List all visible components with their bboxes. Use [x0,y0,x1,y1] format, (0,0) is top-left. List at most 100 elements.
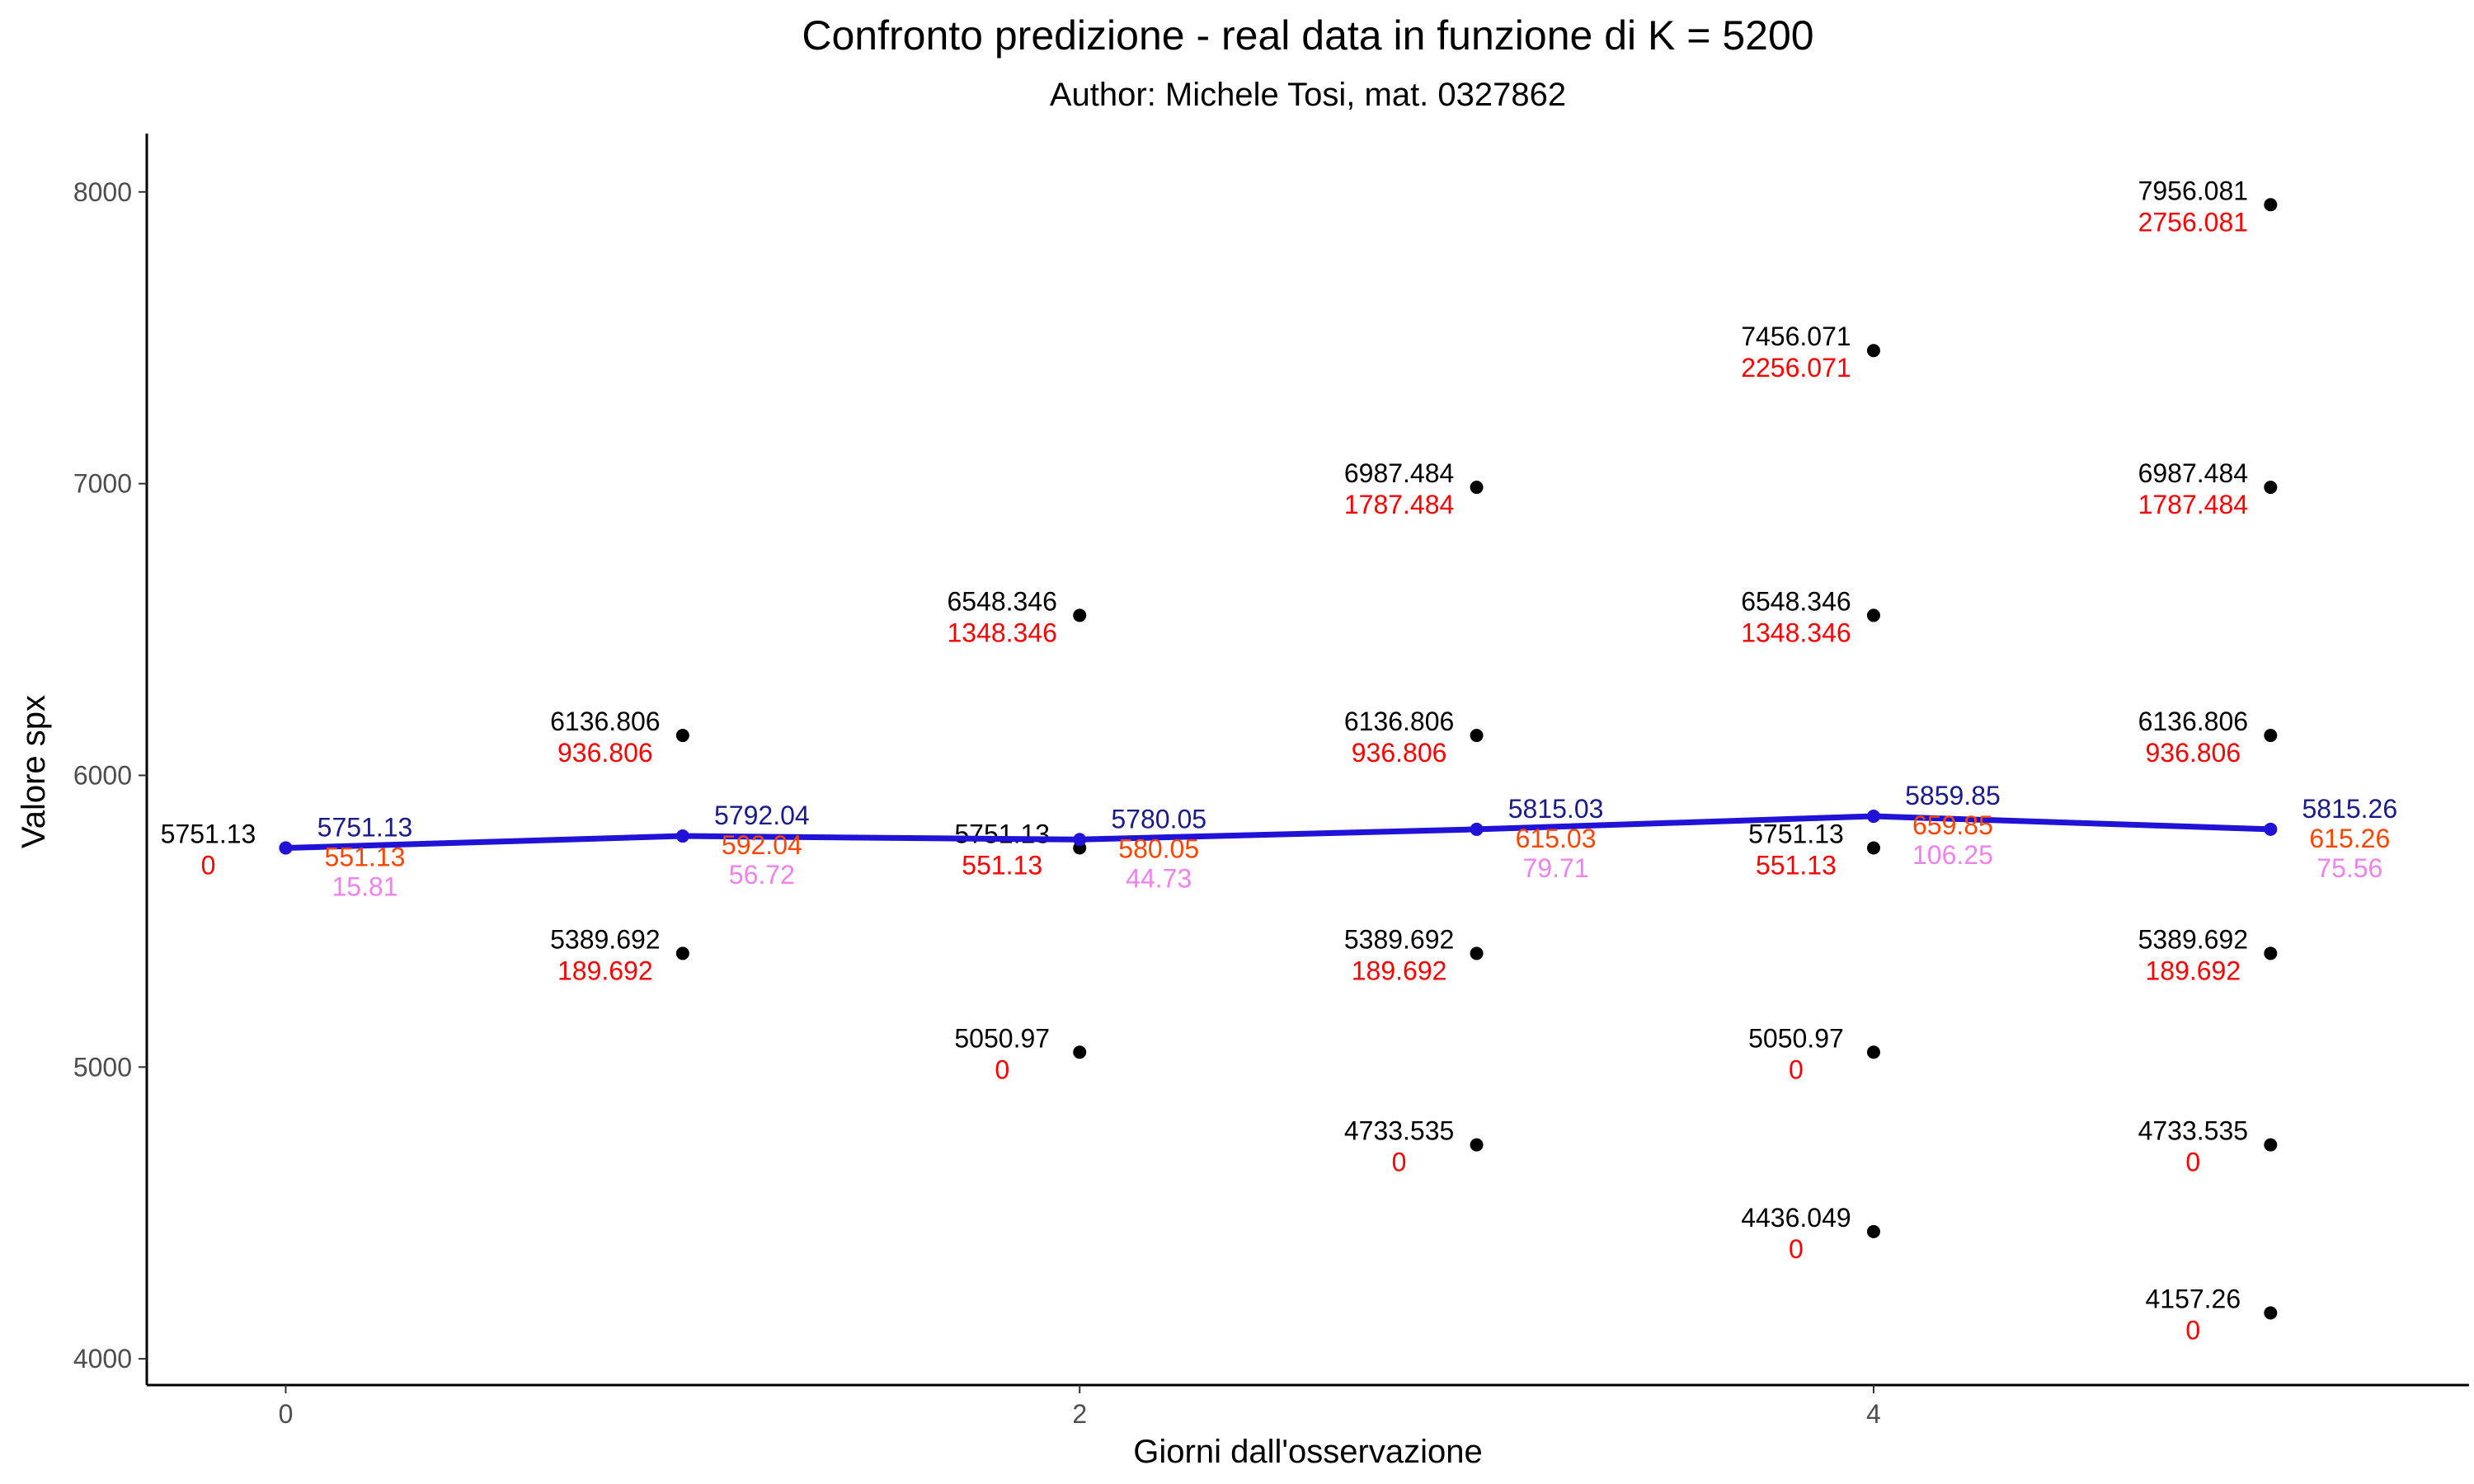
point-payoff-label: 936.806 [1352,738,1447,768]
point-payoff-label: 189.692 [2145,956,2241,985]
point-payoff-label: 0 [201,851,216,881]
data-point [1470,1138,1484,1152]
point-payoff-label: 0 [1392,1148,1407,1177]
point-value-label: 6136.806 [550,707,660,736]
point-payoff-label: 2256.071 [1741,353,1851,383]
prediction-point [1866,810,1880,824]
point-value-label: 5751.13 [1748,819,1844,849]
point-payoff-label: 1348.346 [1741,618,1851,647]
point-value-label: 6136.806 [1344,707,1454,736]
point-value-label: 6136.806 [2138,707,2248,736]
real-data-points: 5751.1306136.806936.8065389.692189.69265… [161,176,2278,1345]
point-value-label: 5050.97 [1748,1023,1844,1053]
x-tick-label: 4 [1866,1399,1881,1429]
point-payoff-label: 0 [1789,1054,1804,1084]
prediction-value-label: 5815.03 [1508,794,1604,824]
point-payoff-label: 1348.346 [947,618,1056,647]
prediction-value-label: 5780.05 [1111,804,1206,834]
data-point [2264,1138,2278,1152]
point-payoff-label: 1787.484 [1344,490,1454,519]
point-value-label: 5389.692 [2138,924,2248,954]
prediction-point [279,841,293,855]
point-payoff-label: 189.692 [557,956,653,985]
y-tick-label: 6000 [73,760,132,790]
y-tick-label: 7000 [73,469,132,499]
point-value-label: 5751.13 [954,819,1050,849]
point-payoff-label: 0 [2185,1148,2200,1177]
chart-subtitle: Author: Michele Tosi, mat. 0327862 [1050,77,1566,113]
x-ticks: 0 2 4 [279,1385,1881,1429]
prediction-diff-label: 106.25 [1912,840,1993,870]
prediction-diff-label: 79.71 [1523,853,1589,883]
prediction-point [2264,822,2278,836]
prediction-payoff-label: 615.26 [2309,824,2390,853]
data-point [1073,1045,1087,1059]
x-axis-title: Giorni dall'osservazione [1133,1434,1482,1470]
point-value-label: 6548.346 [1741,586,1851,616]
data-point [2264,729,2278,743]
prediction-payoff-label: 615.03 [1516,824,1597,853]
prediction-point [1470,822,1484,836]
prediction-value-label: 5859.85 [1905,781,2001,810]
point-payoff-label: 1787.484 [2138,490,2248,519]
prediction-value-label: 5815.26 [2302,794,2397,824]
point-value-label: 5389.692 [1344,924,1454,954]
data-point [2264,481,2278,495]
prediction-value-label: 5792.04 [714,801,810,830]
y-ticks: 4000 5000 6000 7000 8000 [73,177,147,1374]
data-point [1470,946,1484,960]
point-payoff-label: 0 [995,1054,1009,1084]
prediction-diff-label: 15.81 [332,872,397,902]
point-value-label: 7456.071 [1741,322,1851,351]
data-point [1866,841,1880,855]
data-point [675,946,689,960]
point-payoff-label: 551.13 [1756,851,1837,881]
point-value-label: 5050.97 [954,1023,1050,1053]
point-payoff-label: 0 [2185,1316,2200,1345]
point-value-label: 6987.484 [2138,458,2248,488]
point-value-label: 7956.081 [2138,176,2248,205]
point-payoff-label: 936.806 [557,738,653,768]
prediction-point [675,829,689,843]
point-value-label: 6548.346 [947,586,1056,616]
point-value-label: 4436.049 [1741,1203,1851,1233]
data-point [2264,198,2278,212]
x-tick-label: 0 [279,1399,294,1429]
prediction-series: 5751.13551.1315.815792.04592.0456.725780… [279,781,2397,902]
prediction-payoff-label: 551.13 [325,843,406,872]
data-point [2264,1306,2278,1320]
prediction-diff-label: 44.73 [1126,863,1192,893]
prediction-diff-label: 75.56 [2316,853,2382,883]
data-point [675,729,689,743]
chart-title: Confronto predizione - real data in funz… [802,12,1813,59]
point-payoff-label: 2756.081 [2138,207,2248,237]
point-value-label: 5389.692 [550,924,660,954]
point-payoff-label: 936.806 [2145,738,2241,768]
point-value-label: 4157.26 [2145,1284,2241,1314]
prediction-line [285,813,2271,852]
point-payoff-label: 189.692 [1352,956,1447,985]
prediction-payoff-label: 592.04 [722,830,802,860]
prediction-value-label: 5751.13 [317,813,413,843]
data-point [1866,1045,1880,1059]
data-point [1073,608,1087,622]
y-tick-label: 8000 [73,177,132,207]
data-point [1866,344,1880,358]
data-point [1470,481,1484,495]
point-payoff-label: 551.13 [962,851,1042,881]
point-value-label: 4733.535 [2138,1116,2248,1146]
data-point [1866,1224,1880,1238]
prediction-diff-label: 56.72 [729,860,795,890]
data-point [2264,946,2278,960]
y-tick-label: 4000 [73,1344,132,1374]
point-payoff-label: 0 [1789,1234,1804,1264]
data-point [1866,608,1880,622]
y-tick-label: 5000 [73,1052,132,1082]
x-tick-label: 2 [1072,1399,1087,1429]
prediction-payoff-label: 580.05 [1118,834,1199,863]
point-value-label: 4733.535 [1344,1116,1454,1146]
point-value-label: 6987.484 [1344,458,1454,488]
prediction-point [1073,833,1087,847]
y-axis-title: Valore spx [16,695,52,848]
